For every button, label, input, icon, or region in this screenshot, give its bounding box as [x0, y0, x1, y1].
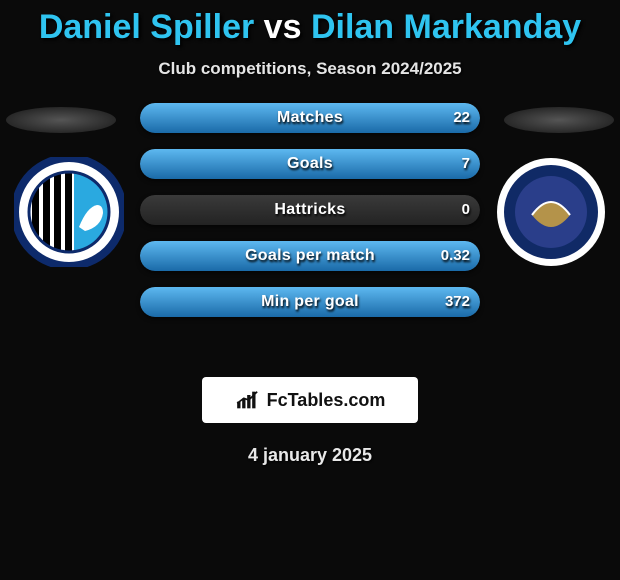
bars-icon	[235, 390, 261, 410]
subtitle: Club competitions, Season 2024/2025	[0, 59, 620, 79]
stat-label: Goals	[140, 149, 480, 179]
player1-name: Daniel Spiller	[39, 8, 254, 46]
stat-label: Goals per match	[140, 241, 480, 271]
watermark: FcTables.com	[202, 377, 418, 423]
club-crest-left	[14, 157, 124, 267]
watermark-text: FcTables.com	[267, 390, 386, 411]
stat-value-right: 7	[462, 149, 470, 179]
stat-label: Hattricks	[140, 195, 480, 225]
stat-row: Matches22	[140, 103, 480, 133]
stat-label: Matches	[140, 103, 480, 133]
chesterfield-crest-icon	[496, 157, 606, 267]
stats-list: Matches22 Goals7 Hattricks0 Goals per match…	[140, 103, 480, 333]
club-crest-right	[496, 157, 606, 267]
gillingham-crest-icon	[14, 157, 124, 267]
stat-row: Goals per match0.32	[140, 241, 480, 271]
stat-row: Goals7	[140, 149, 480, 179]
stat-row: Hattricks0	[140, 195, 480, 225]
comparison-area: Matches22 Goals7 Hattricks0 Goals per match…	[0, 103, 620, 363]
stat-value-right: 372	[445, 287, 470, 317]
date-label: 4 january 2025	[0, 445, 620, 466]
shadow-ellipse-left	[6, 107, 116, 133]
stat-row: Min per goal372	[140, 287, 480, 317]
stat-value-right: 22	[453, 103, 470, 133]
stat-value-right: 0	[462, 195, 470, 225]
page-title: Daniel Spiller vs Dilan Markanday	[0, 0, 620, 47]
stat-value-right: 0.32	[441, 241, 470, 271]
shadow-ellipse-right	[504, 107, 614, 133]
stat-label: Min per goal	[140, 287, 480, 317]
player2-name: Dilan Markanday	[311, 8, 581, 46]
vs-label: vs	[264, 8, 302, 46]
